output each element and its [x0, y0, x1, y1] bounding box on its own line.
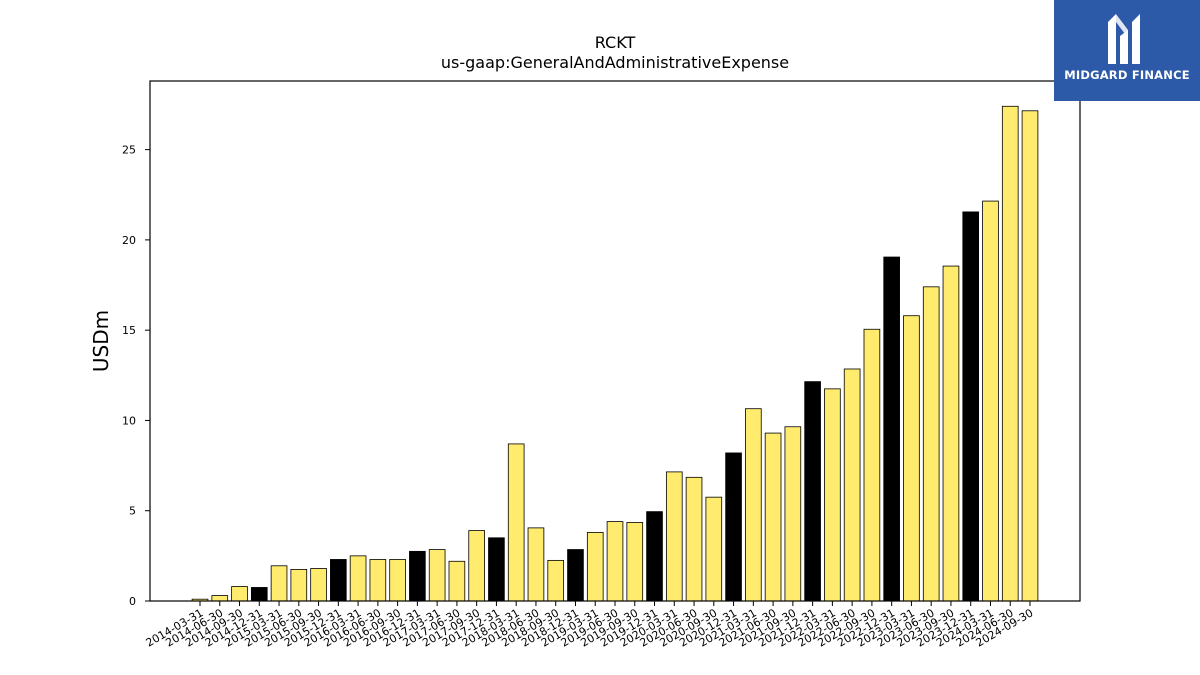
bar-2023-12-31: [962, 211, 980, 602]
bar-2017-06-30: [448, 560, 466, 602]
bar-2022-09-30: [863, 328, 881, 602]
bar-2015-03-31: [270, 565, 288, 602]
bar-2015-06-30: [290, 569, 308, 602]
bar-2019-09-30: [626, 522, 644, 602]
midgard-m-logo-icon: [1108, 14, 1140, 64]
bar-2016-12-31: [409, 550, 426, 602]
bar-2021-12-31: [804, 381, 821, 602]
y-tick-label: 5: [129, 505, 136, 518]
bar-2024-06-30: [1001, 105, 1019, 602]
y-tick-label: 25: [122, 144, 136, 157]
bar-2014-12-31: [250, 587, 268, 602]
y-axis-label: USDm: [89, 310, 113, 372]
y-tick-label: 15: [122, 324, 136, 337]
bar-2017-09-30: [468, 530, 485, 602]
bar-2020-03-31: [665, 471, 683, 602]
y-tick-label: 20: [122, 234, 136, 247]
bar-2015-09-30: [310, 568, 327, 602]
bar-2022-06-30: [843, 368, 861, 602]
bar-2014-06-30: [211, 595, 229, 602]
logo-text: MIDGARD FINANCE: [1064, 68, 1190, 82]
bar-2016-03-31: [349, 555, 367, 602]
y-tick-label: 0: [129, 595, 136, 608]
bar-2020-12-31: [725, 452, 742, 602]
bar-2019-06-30: [606, 521, 624, 602]
y-axis-ticks: 0 5 10 15 20 25: [122, 144, 150, 608]
bar-2023-03-31: [903, 315, 920, 602]
bar-2017-03-31: [428, 549, 446, 602]
bar-2021-06-30: [764, 432, 782, 602]
bar-2016-06-30: [369, 559, 387, 602]
bar-2018-09-30: [547, 559, 565, 602]
y-tick-label: 10: [122, 414, 136, 427]
bar-2023-06-30: [922, 286, 940, 602]
x-axis-ticks: 2014-03-312014-06-302014-09-302014-12-31…: [144, 601, 1036, 650]
plot-frame: [149, 80, 1081, 602]
bar-2022-12-31: [883, 256, 900, 602]
bar-2022-03-31: [824, 388, 841, 602]
bar-2018-12-31: [567, 549, 584, 602]
bar-2016-09-30: [389, 559, 406, 602]
bar-2019-03-31: [586, 531, 604, 602]
bar-2020-06-30: [685, 476, 703, 602]
bar-2017-12-31: [488, 537, 505, 602]
bar-2020-09-30: [705, 496, 723, 602]
chart-title: RCKT: [595, 33, 636, 52]
bar-2024-03-31: [982, 200, 999, 602]
bars-group: [191, 105, 1039, 602]
midgard-finance-logo: MIDGARD FINANCE: [1054, 0, 1200, 101]
bar-2021-09-30: [784, 426, 802, 602]
bar-2024-09-30: [1021, 110, 1039, 602]
bar-2015-12-31: [330, 559, 347, 602]
bar-2023-09-30: [942, 265, 960, 602]
bar-2018-06-30: [527, 527, 545, 602]
bar-2019-12-31: [646, 511, 663, 602]
bar-2014-09-30: [231, 586, 248, 602]
chart-subtitle: us-gaap:GeneralAndAdministrativeExpense: [441, 53, 789, 72]
bar-2021-03-31: [745, 408, 762, 602]
bar-2018-03-31: [507, 443, 525, 602]
